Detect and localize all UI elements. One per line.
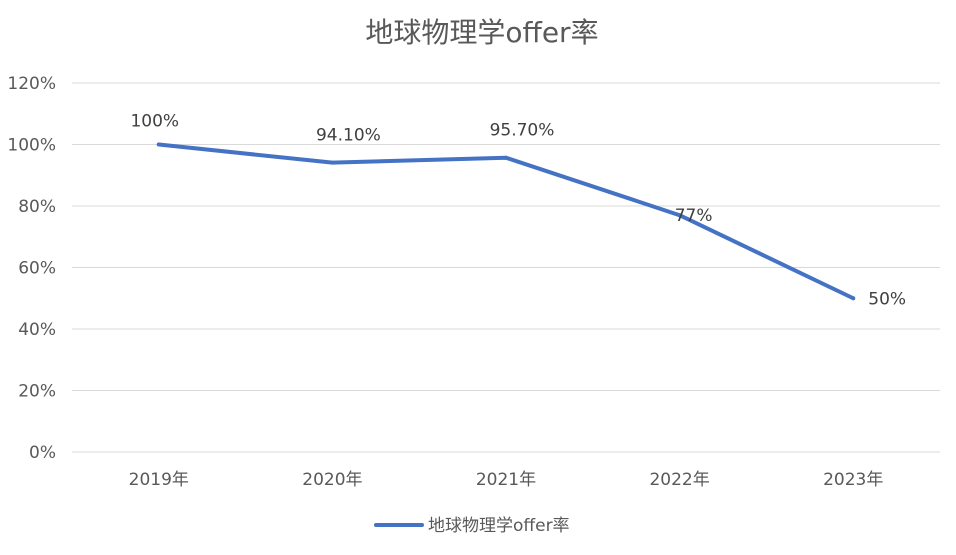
y-tick-label: 120% <box>7 74 56 94</box>
y-tick-label: 40% <box>18 320 56 340</box>
x-tick-label: 2023年 <box>823 470 883 490</box>
gridlines <box>72 82 940 453</box>
data-label: 50% <box>868 289 906 309</box>
x-axis-ticks: 2019年 2020年 2021年 2022年 2023年 <box>129 470 884 490</box>
x-tick-label: 2022年 <box>649 470 709 490</box>
data-label: 100% <box>130 112 179 132</box>
y-tick-label: 80% <box>18 197 56 217</box>
data-point[interactable] <box>504 155 508 160</box>
x-tick-label: 2019年 <box>129 470 189 490</box>
series-layer <box>156 142 856 301</box>
data-label: 77% <box>675 206 713 226</box>
series-line[interactable] <box>156 142 856 301</box>
data-point[interactable] <box>851 296 856 301</box>
legend[interactable]: 地球物理学offer率 <box>374 516 570 536</box>
data-point[interactable] <box>330 160 335 165</box>
chart-title: 地球物理学offer率 <box>365 16 598 49</box>
x-tick-label: 2021年 <box>476 470 536 490</box>
y-tick-label: 0% <box>29 443 56 463</box>
y-tick-label: 100% <box>7 136 56 156</box>
data-point[interactable] <box>677 213 682 218</box>
data-labels: 100% 94.10% 95.70% 77% 50% <box>130 112 906 310</box>
y-axis-ticks: 0% 20% 40% 60% 80% 100% 120% <box>7 74 56 463</box>
data-point[interactable] <box>156 142 161 147</box>
y-tick-label: 20% <box>18 382 56 402</box>
legend-label: 地球物理学offer率 <box>428 516 570 536</box>
data-label: 95.70% <box>490 121 555 141</box>
y-tick-label: 60% <box>18 259 56 279</box>
data-label: 94.10% <box>316 126 381 146</box>
x-tick-label: 2020年 <box>302 470 362 490</box>
